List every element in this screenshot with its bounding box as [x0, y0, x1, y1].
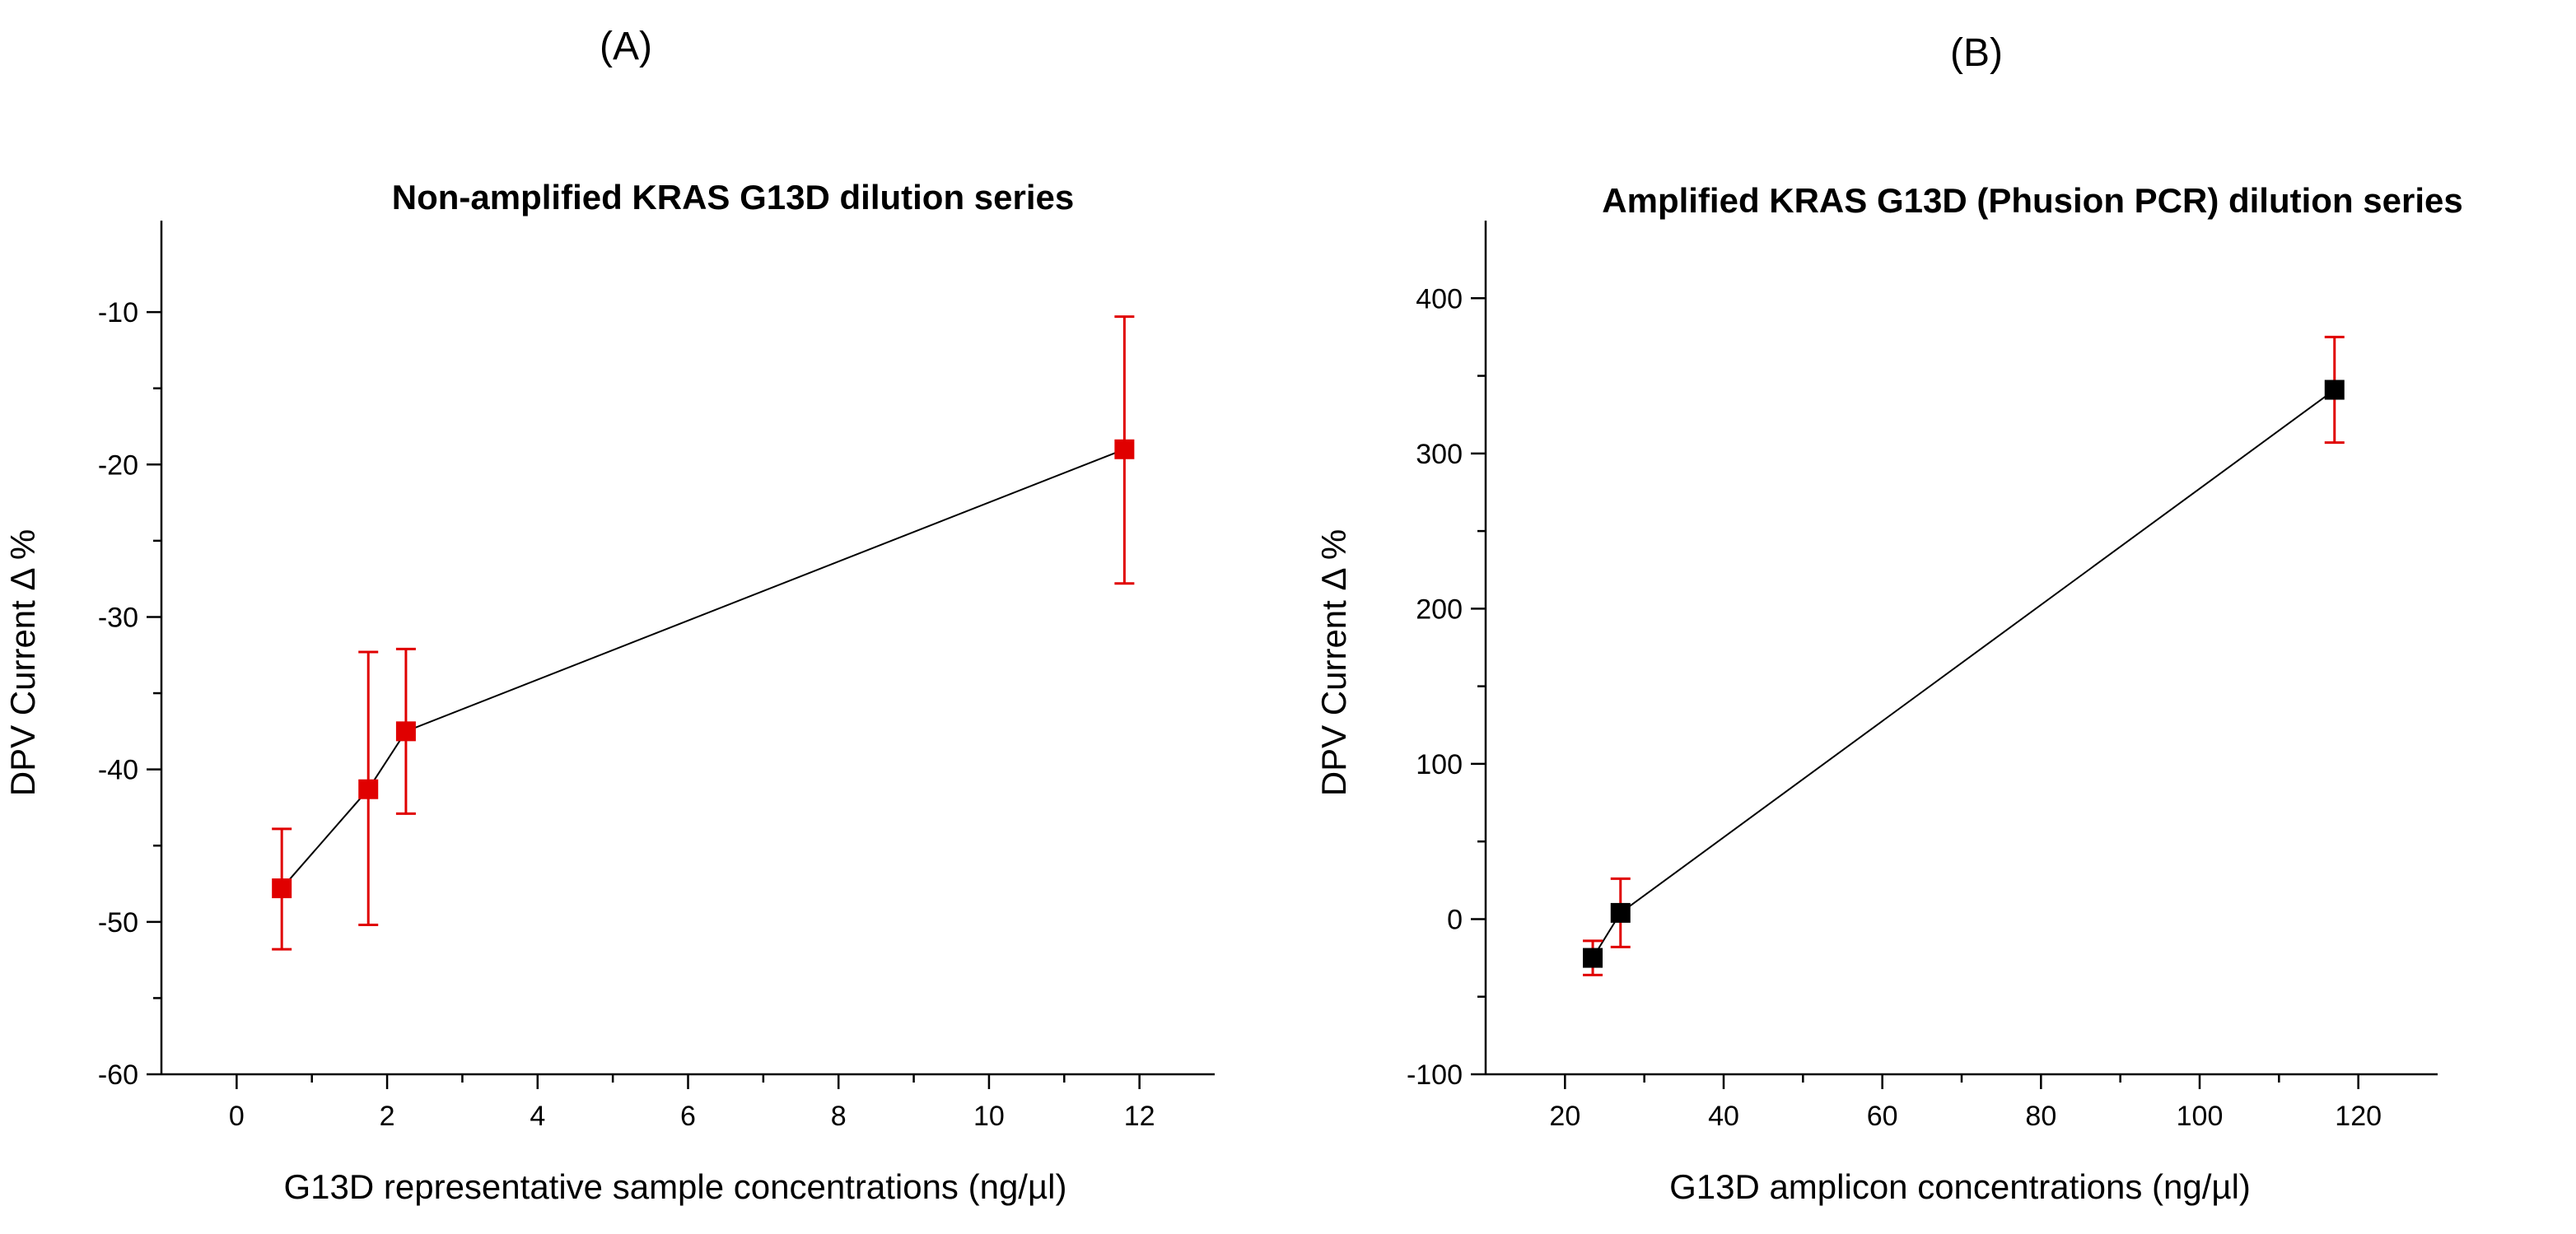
- panel-b-x-tick-label: 120: [2335, 1101, 2382, 1132]
- panel-a-x-tick-label: 0: [229, 1101, 245, 1132]
- panel-b-x-axis-label: G13D amplicon concentrations (ng/µl): [1669, 1167, 2251, 1206]
- panel-b-y-tick-label: 200: [1416, 594, 1463, 625]
- panel-a-label: (A): [600, 25, 652, 68]
- panel-a-data-point: [272, 878, 292, 899]
- panel-b-data-point: [2324, 380, 2345, 400]
- panel-a-data-point: [395, 721, 416, 742]
- panel-a-x-tick-label: 10: [973, 1101, 1005, 1132]
- panel-b-y-tick-label: -100: [1407, 1059, 1463, 1091]
- panel-b-y-tick-label: 0: [1447, 904, 1463, 935]
- panel-a-y-tick-label: -20: [98, 449, 138, 481]
- panel-a-y-tick-label: -50: [98, 907, 138, 938]
- panel-a-data-point: [1114, 439, 1135, 459]
- panel-b-y-tick-label: 300: [1416, 439, 1463, 470]
- panel-b-y-axis-label: DPV Current Δ %: [1314, 529, 1353, 797]
- panel-b-x-tick-label: 80: [2025, 1101, 2056, 1132]
- panel-b-x-tick-label: 20: [1549, 1101, 1580, 1132]
- panel-b-label: (B): [1950, 31, 2003, 75]
- panel-a-title: Non-amplified KRAS G13D dilution series: [392, 178, 1074, 217]
- panel-a-plot-area: 0 2 4 6 8 10 12 -60 -50 -40 -30 -20 -10: [98, 221, 1215, 1132]
- panel-a-x-tick-label: 6: [680, 1101, 696, 1132]
- panel-b-x-tick-label: 100: [2177, 1101, 2224, 1132]
- panel-a-x-tick-label: 12: [1124, 1101, 1155, 1132]
- panel-a-y-tick-label: -10: [98, 297, 138, 328]
- panel-b-title: Amplified KRAS G13D (Phusion PCR) diluti…: [1602, 181, 2462, 220]
- panel-b-y-tick-label: 400: [1416, 283, 1463, 314]
- panel-b-chart: (B) Amplified KRAS G13D (Phusion PCR) di…: [1314, 31, 2463, 1206]
- panel-a-y-axis-label: DPV Current Δ %: [3, 529, 42, 797]
- panel-a-x-tick-label: 4: [530, 1101, 545, 1132]
- panel-a-chart: (A) Non-amplified KRAS G13D dilution ser…: [3, 25, 1215, 1206]
- panel-a-y-tick-label: -40: [98, 755, 138, 786]
- panel-a-x-tick-label: 2: [380, 1101, 395, 1132]
- panel-a-y-tick-label: -60: [98, 1059, 138, 1091]
- panel-a-y-tick-label: -30: [98, 602, 138, 633]
- panel-b-series-line: [1592, 389, 2336, 959]
- panel-b-data-point: [1583, 948, 1603, 968]
- panel-a-data-point: [358, 779, 379, 799]
- panel-a-x-tick-label: 8: [831, 1101, 847, 1132]
- panel-b-x-tick-label: 60: [1867, 1101, 1898, 1132]
- panel-b-plot-area: 20 40 60 80 100 120 -100 0 100 200 300 400: [1407, 221, 2438, 1132]
- panel-b-x-tick-label: 40: [1708, 1101, 1739, 1132]
- panel-a-series-line: [281, 448, 1125, 889]
- panel-a-x-axis-label: G13D representative sample concentration…: [284, 1167, 1067, 1206]
- panel-b-y-tick-label: 100: [1416, 749, 1463, 780]
- panel-b-data-point: [1610, 902, 1631, 923]
